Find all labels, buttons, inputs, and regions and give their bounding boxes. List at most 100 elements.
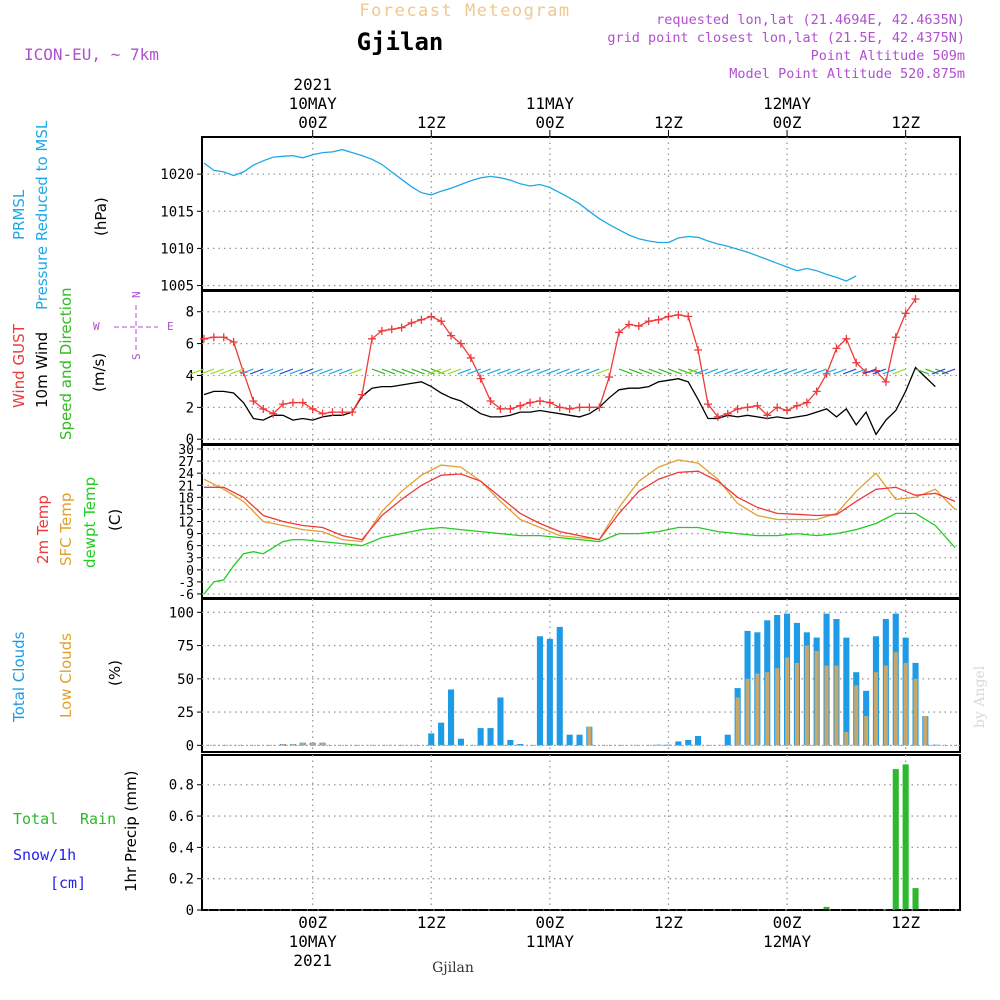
wind-gust-marker [773, 403, 782, 412]
precip-snow-unit: [cm] [50, 874, 86, 892]
ytick-label-clouds: 25 [177, 705, 194, 721]
total-clouds-label: Total Clouds [10, 631, 28, 723]
wind-direction-arrow [925, 368, 939, 375]
wind-gust-marker [832, 344, 841, 353]
wind-direction-arrow [734, 368, 748, 375]
panel-frame-precip [201, 754, 961, 911]
wind-speed-dir-label: Speed and Direction [57, 287, 75, 440]
precip-rain-label: Rain [80, 810, 116, 828]
wind-direction-arrow [744, 368, 758, 375]
ytick-label-wind: 0 [186, 432, 194, 448]
low-cloud-bar [814, 650, 819, 746]
low-cloud-bar [281, 744, 286, 746]
wind-direction-arrow [328, 368, 343, 375]
wind-gust-marker [506, 404, 515, 413]
wind-direction-arrow [852, 368, 867, 375]
wind-direction-arrow [618, 368, 633, 375]
wind-gust-marker [783, 406, 792, 415]
model-name: ICON-EU, ~ 7km [24, 45, 159, 64]
total-cloud-bar [457, 738, 464, 746]
wind-compass: W E N S [93, 291, 174, 360]
panel-frame-clouds [201, 598, 961, 753]
chart-title: Forecast Meteogram [359, 1, 570, 21]
wind-direction-arrow [678, 368, 692, 375]
wind-direction-arrow [526, 368, 541, 375]
top-time-label: 00Z [535, 113, 564, 132]
rain-bar [892, 769, 899, 910]
wind-gust-marker [259, 404, 268, 413]
wind-direction-arrow [576, 368, 590, 375]
total-cloud-bar [566, 734, 573, 746]
wind-direction-arrow [793, 368, 808, 375]
ytick-label-temperature: -3 [178, 576, 194, 591]
wind-direction-arrow [842, 368, 857, 375]
bottom-time-label: 12MAY [763, 932, 812, 951]
low-cloud-bar [824, 665, 829, 746]
wind-direction-arrow [638, 368, 653, 375]
wind-direction-arrow [210, 368, 224, 375]
plot-layer: 100510101015102002468-6-3036912151821242… [160, 75, 961, 970]
wind-direction-arrow [259, 368, 274, 375]
wind-gust-marker [723, 409, 732, 418]
wind-gust-marker [615, 328, 624, 337]
rain-bar [823, 906, 830, 910]
total-cloud-bar [576, 734, 583, 746]
low-cloud-bar [883, 665, 888, 746]
wind-direction-arrow [648, 368, 663, 375]
ytick-label-pressure: 1015 [160, 204, 194, 220]
wind-gust-marker [437, 317, 446, 326]
wind-direction-arrow [773, 368, 788, 375]
wind-direction-arrow [658, 368, 672, 375]
wind-gust-marker [476, 374, 485, 383]
wind-gust-marker [535, 396, 544, 405]
wind-gust-marker [397, 323, 406, 332]
panel-frame-pressure [201, 136, 961, 291]
requested-coords: requested lon,lat (21.4694E, 42.4635N) [656, 12, 965, 28]
wind-direction-arrow [872, 368, 887, 375]
low-cloud-bar [320, 742, 325, 746]
total-cloud-bar [438, 722, 445, 746]
low-cloud-bar [785, 657, 790, 746]
total-cloud-bar [497, 697, 504, 746]
wind-gust-marker [279, 400, 288, 409]
precip-total-label: Total [13, 810, 58, 828]
ytick-label-pressure: 1010 [160, 241, 194, 257]
wind-direction-arrow [882, 368, 896, 375]
wind-gust-marker [288, 398, 297, 407]
wind-gust-marker [269, 409, 278, 418]
low-cloud-bar [765, 672, 770, 746]
wind-direction-arrow [862, 368, 877, 375]
total-cloud-bar [843, 637, 850, 746]
wind-direction-arrow [536, 368, 551, 375]
wind-direction-arrow [694, 368, 709, 375]
low-cloud-bar [893, 652, 898, 746]
wind-direction-arrow [585, 368, 600, 375]
wind-gust-marker [466, 353, 475, 362]
ytick-label-clouds: 75 [177, 639, 194, 655]
wind-gust-marker [496, 404, 505, 413]
temp-unit: (C) [106, 509, 124, 531]
model-altitude: Model Point Altitude 520.875m [729, 66, 965, 82]
wind-direction-arrow [546, 368, 560, 375]
wind-gust-marker [654, 315, 663, 324]
top-time-label: 12Z [417, 113, 446, 132]
wind-gust-marker [427, 312, 436, 321]
wind-gust-marker [486, 396, 495, 405]
wind-gust-marker [249, 396, 258, 405]
ytick-label-clouds: 50 [177, 672, 194, 688]
footer-station: Gjilan [432, 960, 474, 976]
wind-gust-marker [229, 338, 238, 346]
wind-gust-marker [318, 409, 327, 418]
precip-snow-label: Snow/1h [13, 846, 76, 864]
temp-2m-line [204, 470, 956, 541]
compass-s: S [130, 353, 143, 360]
wind-direction-arrow [279, 368, 294, 375]
credit: by Angel [972, 665, 988, 728]
wind-direction-arrow [704, 368, 719, 375]
wind-direction-arrow [628, 368, 643, 375]
wind-unit: (m/s) [90, 353, 108, 392]
wind-gust-marker [901, 309, 910, 318]
low-cloud-bar [587, 726, 592, 746]
wind-direction-arrow [566, 368, 580, 375]
